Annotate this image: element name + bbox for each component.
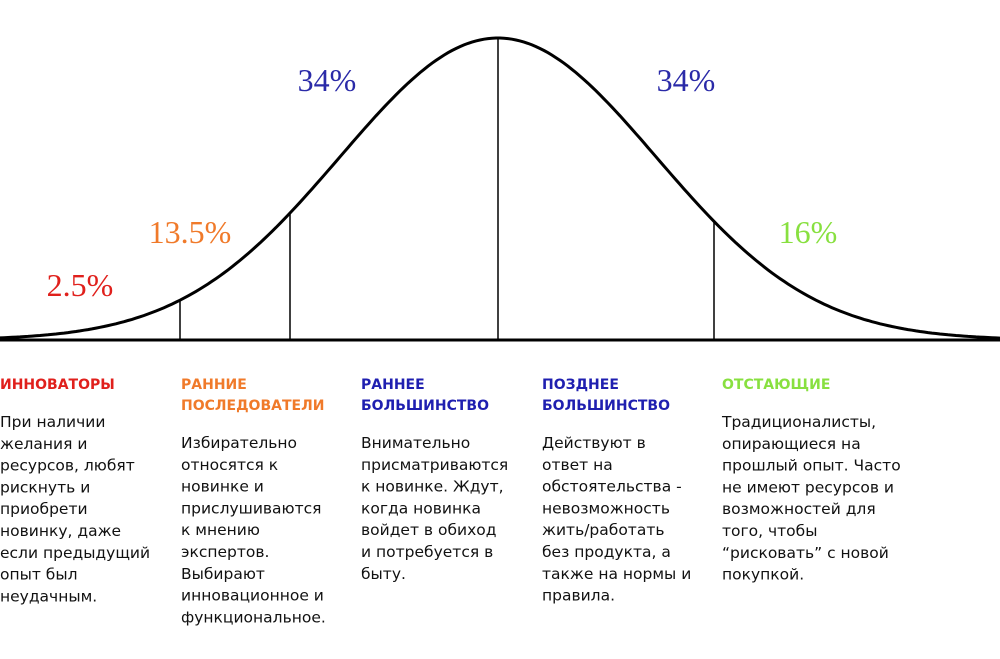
percent-label: 34%	[657, 62, 716, 98]
group-text: желания и	[0, 435, 87, 453]
group-text: неудачным.	[0, 587, 97, 605]
group-text: рискнуть и	[0, 478, 90, 496]
group-text: того, чтобы	[722, 522, 817, 540]
group-text: относятся к	[181, 456, 278, 474]
group-text: “рисковать” с новой	[722, 544, 889, 562]
group-title: РАННИЕ	[181, 377, 247, 393]
group-text: новинке и	[181, 478, 264, 496]
group-text: Традиционалисты,	[721, 413, 876, 431]
group-title: ПОЗДНЕЕ	[542, 377, 619, 393]
group-text: присматриваются	[361, 456, 508, 474]
group-text: ответ на	[542, 456, 613, 474]
group-text: Избирательно	[181, 434, 297, 452]
group-text: прошлый опыт. Часто	[722, 457, 901, 475]
percent-label: 16%	[779, 214, 838, 250]
group-text: и потребуется в	[361, 543, 493, 561]
group-text: Выбирают	[181, 565, 265, 583]
group-text: Действуют в	[542, 434, 646, 452]
group-text: прислушиваются	[181, 499, 321, 517]
percent-label: 2.5%	[47, 267, 114, 303]
group-text: покупкой.	[722, 566, 804, 584]
group-text: войдет в обиход	[361, 521, 496, 539]
group-title: ОТСТАЮЩИЕ	[722, 377, 830, 393]
group-title: ИННОВАТОРЫ	[0, 377, 115, 393]
percent-label: 13.5%	[149, 214, 232, 250]
group-text: невозможность	[542, 499, 670, 517]
group-text: приобрети	[0, 500, 88, 518]
group-text: При наличии	[0, 413, 105, 431]
group-text: возможностей для	[722, 500, 876, 518]
group-text: также на нормы и	[542, 565, 691, 583]
group-text: функциональное.	[181, 608, 326, 626]
percent-label: 34%	[298, 62, 357, 98]
group-title: ПОСЛЕДОВАТЕЛИ	[181, 398, 324, 414]
group-text: экспертов.	[181, 543, 269, 561]
group-text: ресурсов, любят	[0, 457, 135, 475]
group-text: опирающиеся на	[722, 435, 861, 453]
group-text: инновационное и	[181, 587, 324, 605]
group-text: не имеют ресурсов и	[722, 478, 894, 496]
group-text: новинку, даже	[0, 522, 121, 540]
group-text: жить/работать	[542, 521, 665, 539]
group-text: к новинке. Ждут,	[361, 478, 504, 496]
group-text: без продукта, а	[542, 543, 671, 561]
group-title: РАННЕЕ	[361, 377, 425, 393]
group-text: Внимательно	[361, 434, 470, 452]
group-title: БОЛЬШИНСТВО	[361, 398, 489, 414]
group-text: правила.	[542, 587, 615, 605]
group-text: быту.	[361, 565, 406, 583]
group-text: когда новинка	[361, 499, 481, 517]
group-text: обстоятельства -	[542, 478, 682, 496]
bell-curve	[0, 36, 1000, 340]
group-text: если предыдущий	[0, 544, 150, 562]
group-text: к мнению	[181, 521, 260, 539]
group-title: БОЛЬШИНСТВО	[542, 398, 670, 414]
group-text: опыт был	[0, 566, 78, 584]
